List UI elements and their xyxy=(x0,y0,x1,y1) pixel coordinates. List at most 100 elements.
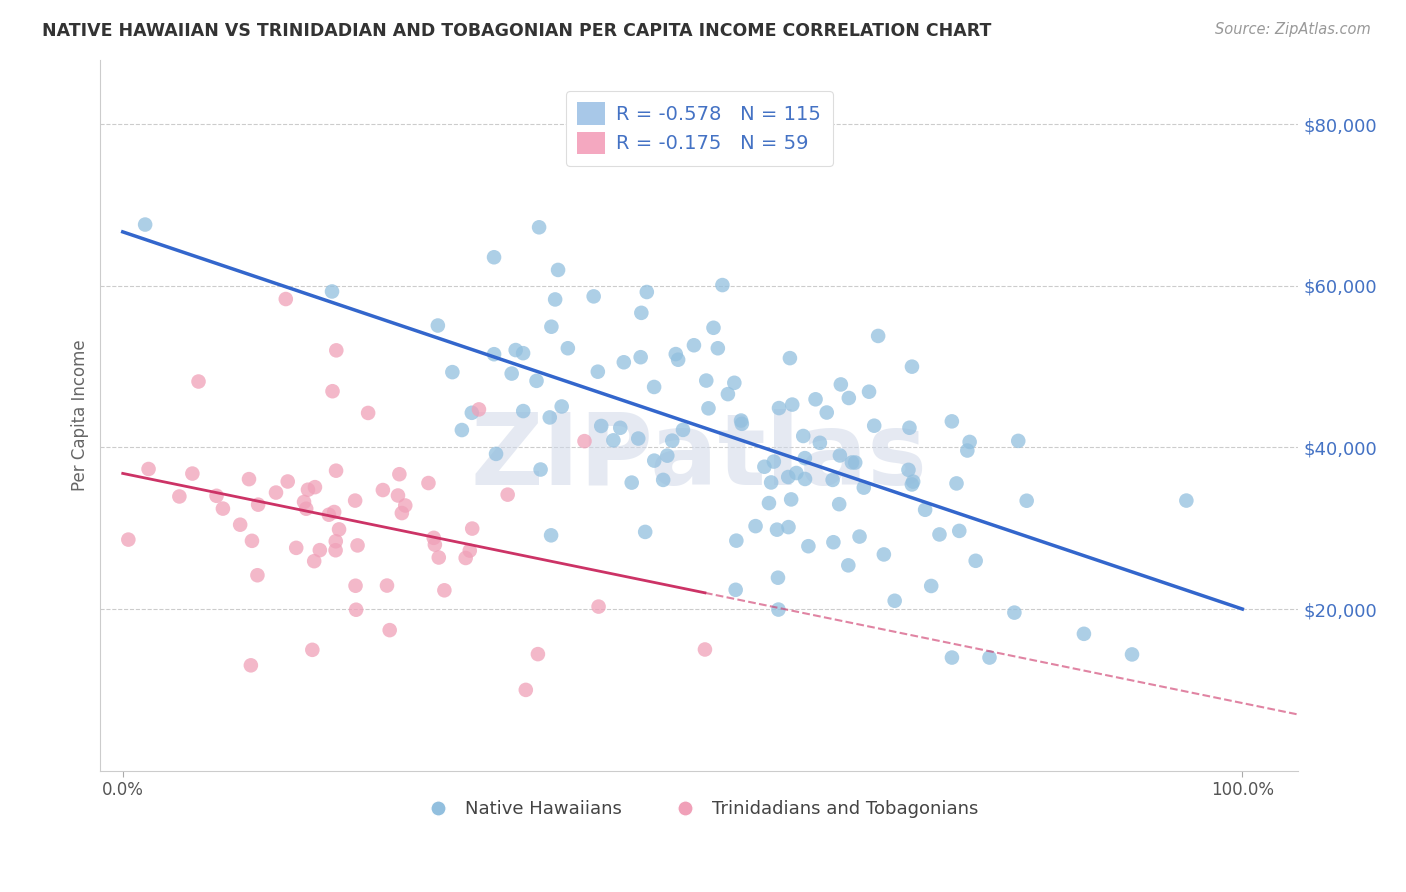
Point xyxy=(357,406,380,420)
Point xyxy=(496,488,519,502)
Point xyxy=(643,453,665,467)
Point xyxy=(634,524,657,539)
Point xyxy=(451,423,474,437)
Point xyxy=(693,642,716,657)
Text: Source: ZipAtlas.com: Source: ZipAtlas.com xyxy=(1215,22,1371,37)
Point xyxy=(169,490,191,504)
Point xyxy=(239,658,262,673)
Point xyxy=(441,365,464,379)
Point xyxy=(292,495,315,509)
Point xyxy=(837,558,859,573)
Point xyxy=(138,462,160,476)
Point xyxy=(461,406,484,420)
Point xyxy=(301,643,323,657)
Text: ZIPatlas: ZIPatlas xyxy=(471,409,928,507)
Point xyxy=(527,647,550,661)
Point xyxy=(482,250,505,264)
Point xyxy=(609,421,631,435)
Point xyxy=(302,554,325,568)
Point xyxy=(454,551,477,566)
Point xyxy=(844,456,866,470)
Point xyxy=(717,387,740,401)
Point xyxy=(391,506,413,520)
Point xyxy=(323,505,346,519)
Point xyxy=(883,594,905,608)
Point xyxy=(707,341,730,355)
Point xyxy=(482,347,505,361)
Point xyxy=(240,533,263,548)
Point xyxy=(901,475,924,489)
Point xyxy=(695,374,717,388)
Point xyxy=(945,476,967,491)
Point xyxy=(724,582,747,597)
Point xyxy=(941,650,963,665)
Point xyxy=(512,346,534,360)
Point xyxy=(766,571,789,585)
Point xyxy=(613,355,636,369)
Point xyxy=(458,543,481,558)
Point xyxy=(630,306,652,320)
Point xyxy=(731,417,754,431)
Point xyxy=(378,623,401,637)
Point xyxy=(643,380,665,394)
Point xyxy=(304,480,326,494)
Point xyxy=(547,263,569,277)
Point xyxy=(586,365,609,379)
Legend: Native Hawaiians, Trinidadians and Tobagonians: Native Hawaiians, Trinidadians and Tobag… xyxy=(413,793,986,826)
Point xyxy=(858,384,880,399)
Point xyxy=(321,384,343,399)
Point xyxy=(762,454,785,468)
Point xyxy=(181,467,204,481)
Point xyxy=(325,464,347,478)
Point xyxy=(515,682,537,697)
Point xyxy=(928,527,950,541)
Point xyxy=(512,404,534,418)
Point xyxy=(1007,434,1029,448)
Point xyxy=(318,508,340,522)
Point xyxy=(666,352,689,367)
Point xyxy=(375,578,398,592)
Point xyxy=(529,462,551,476)
Point xyxy=(794,472,817,486)
Point xyxy=(730,413,752,427)
Point xyxy=(620,475,643,490)
Point xyxy=(821,473,844,487)
Point xyxy=(665,347,688,361)
Point xyxy=(205,489,228,503)
Point xyxy=(325,543,347,558)
Point xyxy=(793,451,815,466)
Point xyxy=(468,402,491,417)
Point xyxy=(754,459,776,474)
Point xyxy=(295,501,318,516)
Point xyxy=(914,502,936,516)
Point xyxy=(325,343,347,358)
Point xyxy=(344,493,367,508)
Point xyxy=(1175,493,1198,508)
Point xyxy=(897,463,920,477)
Point xyxy=(344,603,367,617)
Point xyxy=(433,583,456,598)
Point xyxy=(672,423,695,437)
Point xyxy=(582,289,605,303)
Point xyxy=(346,538,368,552)
Point xyxy=(785,466,807,480)
Point xyxy=(285,541,308,555)
Point xyxy=(652,473,675,487)
Point xyxy=(778,520,800,534)
Point xyxy=(956,443,979,458)
Point xyxy=(501,367,523,381)
Point xyxy=(574,434,596,449)
Point xyxy=(838,391,860,405)
Point xyxy=(264,485,287,500)
Point xyxy=(557,341,579,355)
Point xyxy=(948,524,970,538)
Point xyxy=(768,401,790,415)
Point xyxy=(758,496,780,510)
Point xyxy=(873,548,896,562)
Point xyxy=(247,498,270,512)
Point xyxy=(394,499,416,513)
Point xyxy=(187,375,209,389)
Point xyxy=(426,318,449,333)
Point xyxy=(702,320,724,334)
Point xyxy=(527,220,550,235)
